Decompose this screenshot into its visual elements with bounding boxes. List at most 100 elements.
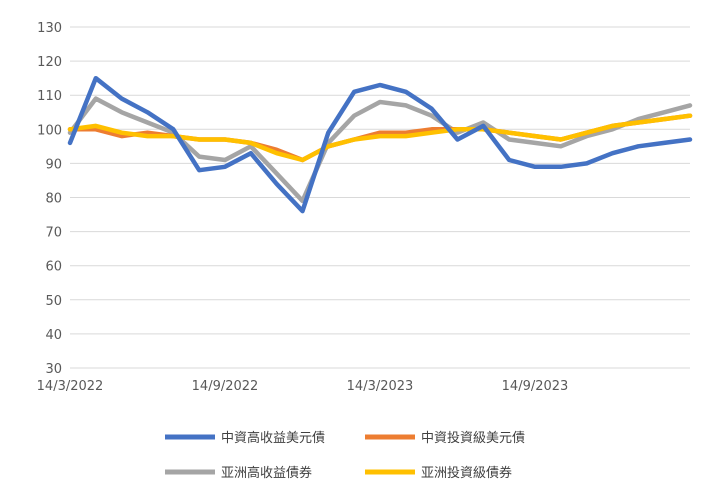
data-point-s0-22 — [637, 145, 640, 148]
data-point-s0-5 — [197, 169, 201, 172]
data-point-s2-6 — [223, 158, 227, 162]
data-point-s1-8 — [275, 148, 278, 151]
data-point-s2-7 — [249, 145, 253, 148]
data-point-s0-23 — [662, 141, 666, 145]
y-axis-tick-labels: 30 40 50 60 70 80 90 100 110 120 130 — [37, 21, 62, 377]
data-point-s2-0 — [68, 131, 72, 134]
data-point-s0-10 — [327, 131, 330, 134]
data-point-s2-8 — [275, 172, 278, 175]
data-point-s3-22 — [637, 121, 640, 124]
data-point-s3-5 — [197, 138, 201, 141]
data-point-s0-8 — [275, 182, 278, 186]
data-point-s1-12 — [378, 131, 382, 134]
legend-label-3: 亚洲投資級債券 — [421, 465, 512, 481]
data-point-s1-2 — [120, 134, 123, 138]
series-line-2 — [67, 96, 693, 204]
y-tick-label: 70 — [45, 226, 62, 241]
data-point-s0-13 — [404, 90, 408, 93]
gridlines — [70, 26, 690, 369]
data-point-s0-2 — [120, 97, 123, 100]
data-point-s0-9 — [301, 209, 304, 213]
data-point-s3-13 — [404, 134, 408, 138]
data-point-s0-1 — [94, 76, 98, 80]
series-lines — [67, 75, 693, 214]
data-point-s3-10 — [327, 145, 330, 148]
data-point-s0-21 — [611, 151, 614, 155]
data-point-s3-7 — [249, 141, 253, 145]
data-point-s3-23 — [662, 117, 666, 121]
y-tick-label: 130 — [37, 21, 62, 36]
x-tick-label: 14/9/2022 — [192, 379, 259, 394]
data-point-s0-18 — [533, 165, 537, 169]
data-point-s2-17 — [507, 138, 511, 141]
y-tick-label: 80 — [45, 192, 62, 207]
y-tick-label: 30 — [45, 362, 62, 377]
data-point-s3-14 — [430, 131, 433, 134]
data-point-s1-3 — [146, 131, 149, 134]
y-tick-label: 50 — [45, 294, 62, 309]
y-tick-label: 120 — [37, 55, 62, 70]
x-tick-label: 14/9/2023 — [502, 379, 569, 394]
data-point-s3-12 — [378, 134, 382, 138]
x-axis-tick-labels: 14/3/2022 14/9/2022 14/3/2023 14/9/2023 — [37, 379, 569, 394]
data-point-s3-19 — [559, 138, 563, 141]
data-point-s3-0 — [68, 128, 72, 131]
data-point-s2-2 — [120, 111, 123, 114]
series-line-0 — [67, 75, 693, 214]
data-point-s3-3 — [146, 134, 149, 138]
y-tick-label: 60 — [45, 260, 62, 275]
data-point-s3-8 — [275, 151, 278, 155]
data-point-s0-20 — [585, 162, 588, 165]
data-point-s2-3 — [146, 121, 149, 124]
y-tick-label: 90 — [45, 157, 62, 172]
data-point-s3-21 — [611, 124, 614, 128]
data-point-s0-15 — [456, 138, 459, 141]
data-point-s2-5 — [197, 155, 201, 158]
data-point-s3-9 — [301, 158, 304, 162]
data-point-s2-18 — [533, 141, 537, 145]
data-point-s0-24 — [688, 138, 692, 141]
data-point-s0-12 — [378, 83, 382, 87]
y-tick-label: 110 — [37, 89, 62, 104]
data-point-s0-7 — [249, 151, 253, 155]
data-point-s0-14 — [430, 107, 433, 111]
data-point-s2-14 — [430, 114, 433, 117]
data-point-s2-16 — [482, 121, 485, 124]
legend-label-0: 中資高收益美元債 — [221, 430, 325, 446]
data-point-s2-12 — [378, 100, 382, 104]
data-point-s0-6 — [223, 165, 227, 169]
data-point-s2-15 — [456, 131, 459, 134]
data-point-s1-14 — [430, 128, 433, 131]
data-point-s0-19 — [559, 165, 563, 169]
data-point-s3-2 — [120, 131, 123, 134]
data-point-s0-16 — [482, 124, 485, 128]
data-point-s2-20 — [585, 134, 588, 138]
data-point-s2-13 — [404, 104, 408, 107]
data-point-s1-13 — [404, 131, 408, 134]
data-point-s3-24 — [688, 114, 692, 117]
x-tick-label: 14/3/2022 — [37, 379, 104, 394]
data-point-s3-15 — [456, 128, 459, 131]
data-point-s2-11 — [352, 114, 356, 117]
y-tick-label: 40 — [45, 328, 62, 343]
data-point-s2-23 — [662, 111, 666, 114]
data-point-s2-1 — [94, 97, 98, 100]
data-point-s0-17 — [507, 158, 511, 162]
data-point-s0-0 — [68, 141, 72, 145]
y-tick-label: 100 — [37, 123, 62, 138]
data-point-s3-6 — [223, 138, 227, 141]
data-point-s3-11 — [352, 138, 356, 141]
legend-label-1: 中資投資級美元債 — [421, 430, 525, 446]
data-point-s2-21 — [611, 128, 614, 131]
data-point-s2-22 — [637, 117, 640, 121]
data-point-s2-19 — [559, 145, 563, 148]
data-point-s2-24 — [688, 104, 692, 107]
data-point-s1-1 — [94, 128, 98, 131]
x-tick-label: 14/3/2023 — [347, 379, 414, 394]
data-point-s2-10 — [327, 141, 330, 145]
data-point-s3-18 — [533, 134, 537, 138]
data-point-s2-9 — [301, 199, 304, 203]
